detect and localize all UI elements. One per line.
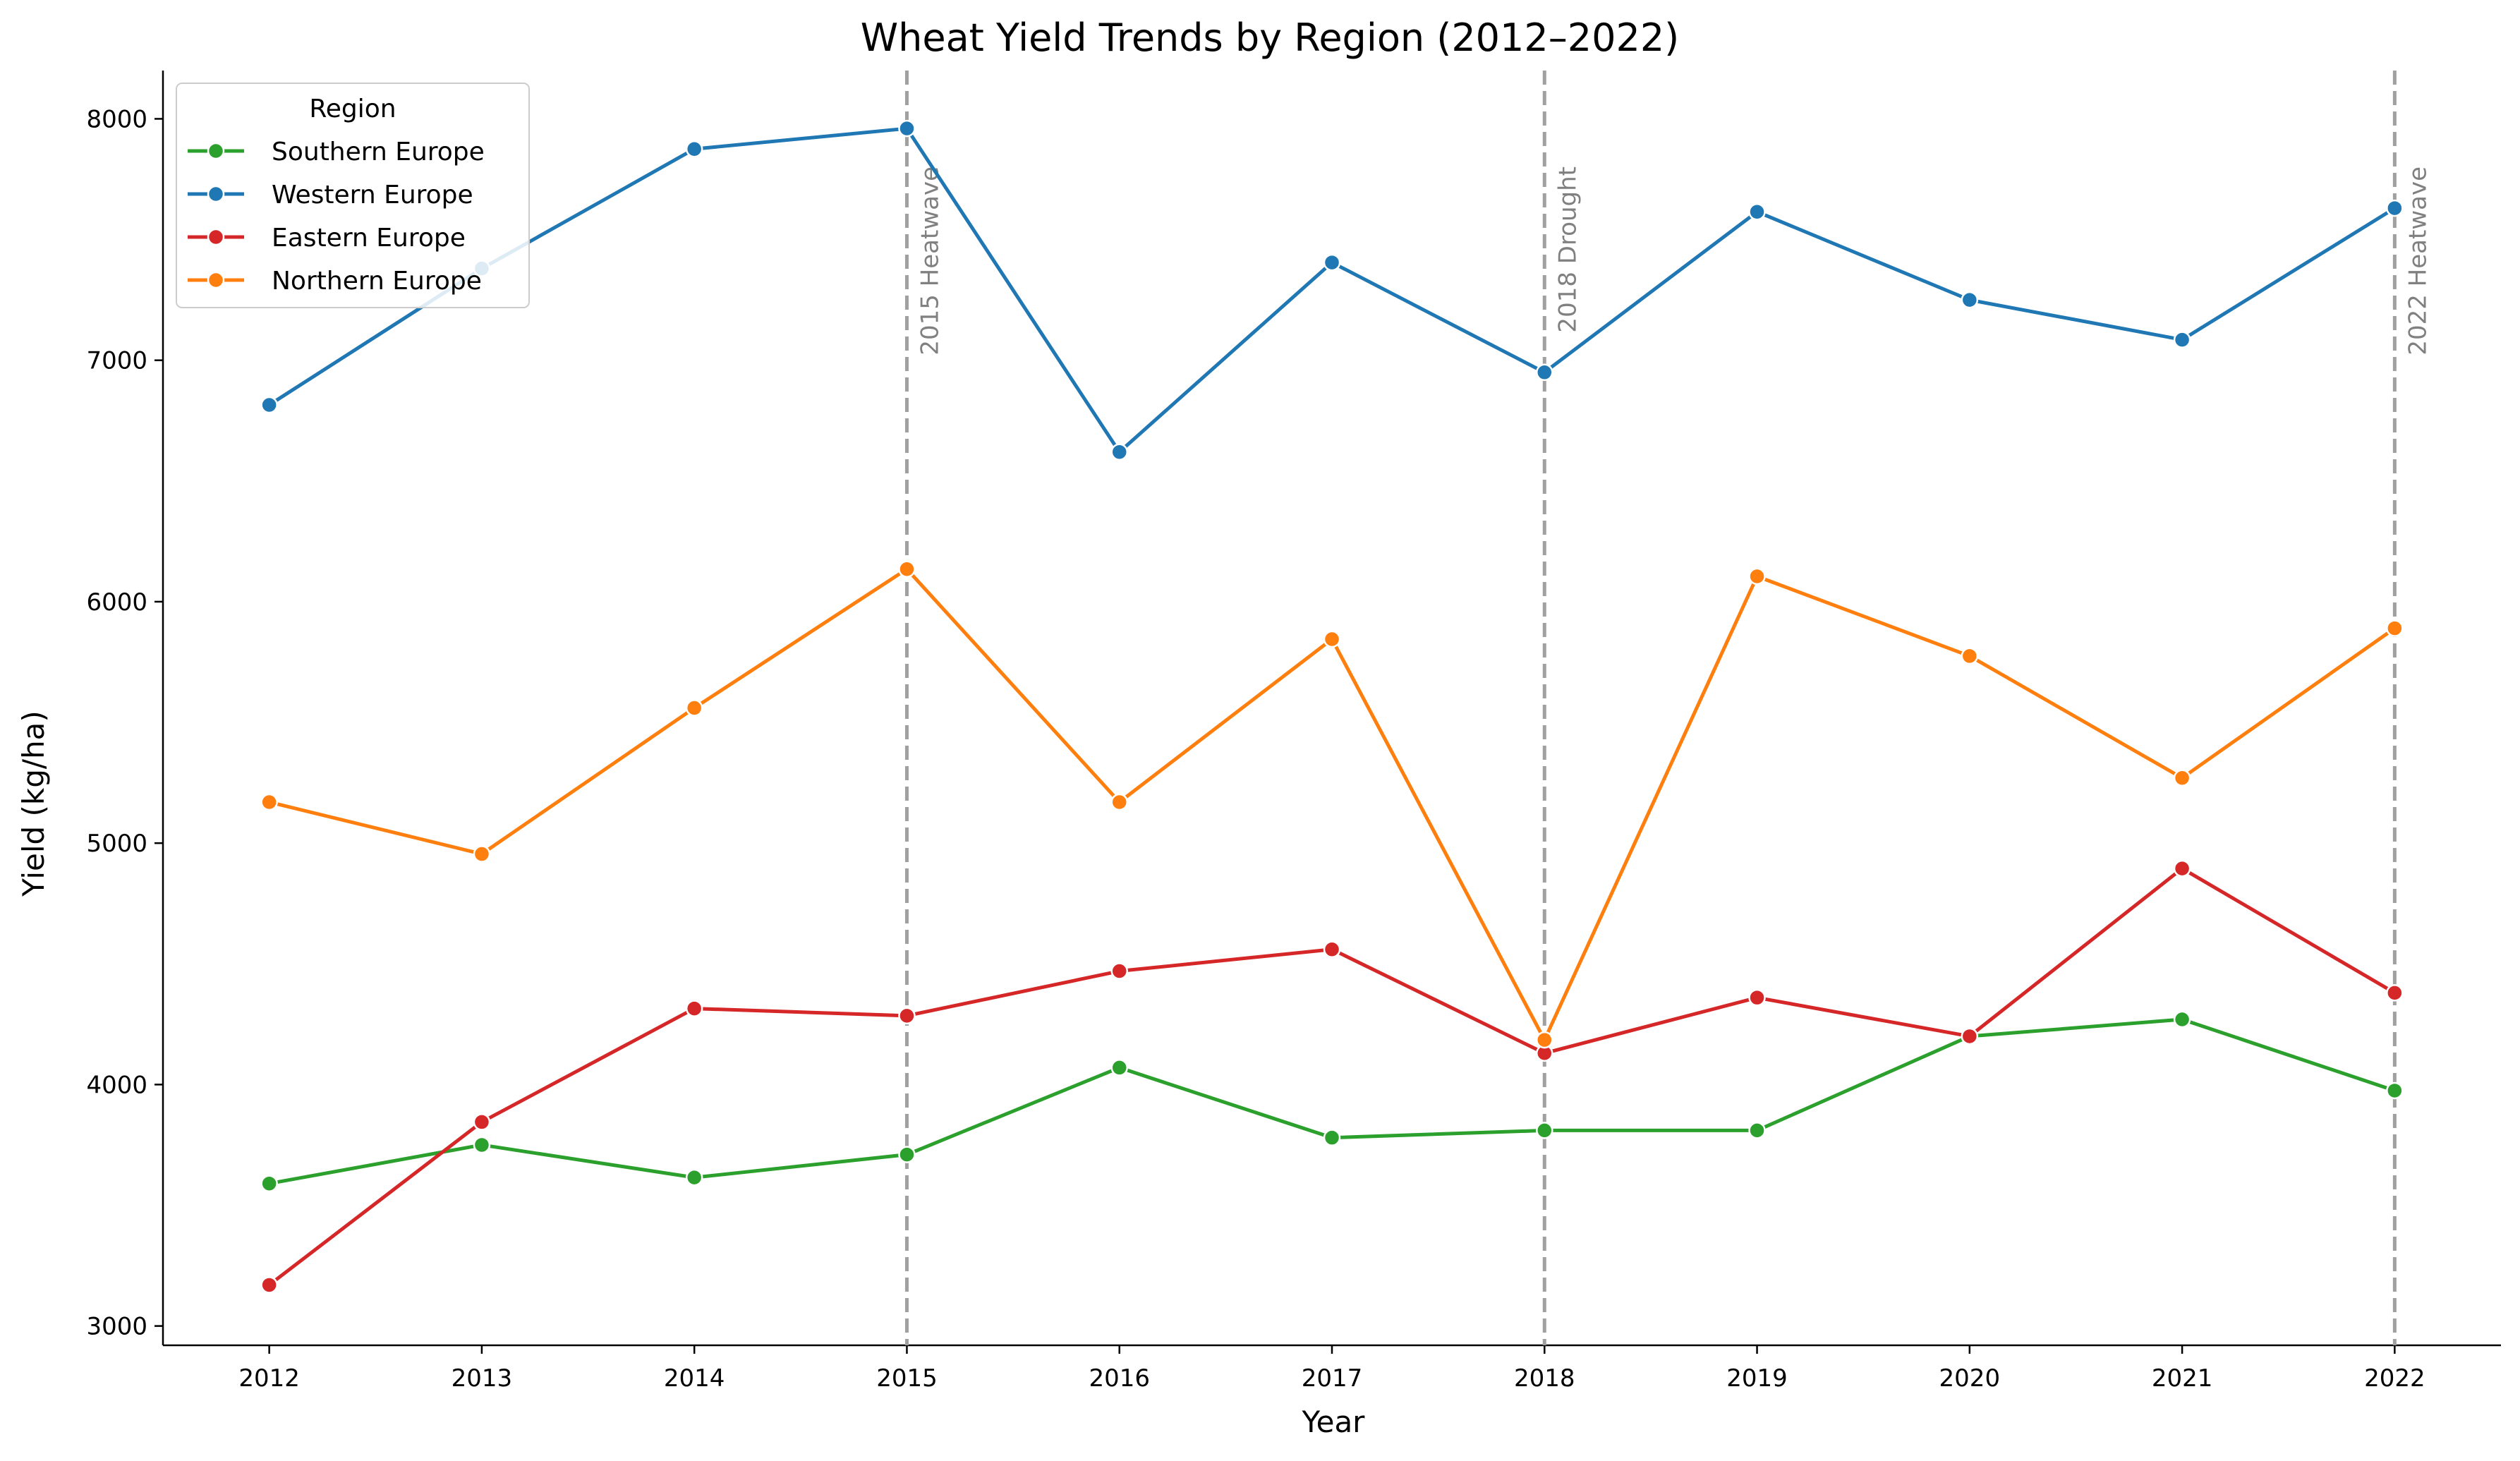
data-point [1536,1122,1553,1139]
data-point [260,1276,278,1294]
y-axis-title: Yield (kg/ha) [16,710,51,897]
data-point [898,1146,916,1163]
series-western-europe [260,119,2404,461]
data-point [1536,363,1553,382]
data-point [2386,984,2404,1002]
data-point [1110,443,1128,461]
legend-entry: Eastern Europe [188,224,466,253]
data-point [898,560,916,578]
series-southern-europe [260,1010,2404,1192]
legend-swatch-marker [207,271,225,289]
series-line [268,866,2396,1287]
series-eastern-europe [260,859,2404,1294]
y-tick-label: 7000 [86,347,147,375]
data-point [2173,769,2191,787]
data-point [1961,647,1979,665]
data-point [685,1000,703,1017]
data-point [1323,1129,1341,1146]
legend-entry: Southern Europe [188,138,485,166]
x-tick-label: 2022 [2364,1364,2425,1393]
x-axis-title: Year [1302,1405,1366,1439]
legend-box [176,83,530,308]
axes: 3000 4000 5000 6000 7000 8000 2012 2013 2014 2015… [86,71,2501,1393]
legend-label: Eastern Europe [272,224,466,253]
legend-title: Region [309,95,396,123]
data-point [1748,988,1766,1007]
x-tick-label: 2017 [1302,1364,1363,1393]
data-point [2173,1010,2191,1029]
data-point [1323,940,1341,958]
x-tick-label: 2016 [1089,1364,1150,1393]
legend-swatch-marker [207,228,225,246]
y-tick-label: 5000 [86,830,147,858]
legend-entry: Northern Europe [188,267,482,296]
data-point [1961,291,1979,309]
data-point [685,140,703,158]
x-tick-label: 2014 [664,1364,725,1393]
data-point [2173,331,2191,348]
legend-entry: Western Europe [188,181,473,210]
event-annotations: 2015 Heatwave 2018 Drought 2022 Heatwave [904,71,2432,1345]
x-tick-label: 2021 [2152,1364,2213,1393]
x-tick-label: 2020 [1939,1364,2001,1393]
legend-label: Western Europe [272,181,473,210]
data-point [1748,202,1766,221]
data-point [1323,253,1341,272]
x-tick-label: 2015 [876,1364,938,1393]
data-point [473,1113,491,1131]
legend: Region Southern Europe Western Europe Easte… [176,83,530,308]
data-point [1748,567,1766,586]
data-point [2173,859,2191,878]
series-line [268,126,2396,454]
data-point [898,119,916,138]
data-point [1748,1122,1766,1139]
y-tick-label: 4000 [86,1071,147,1099]
data-point [1110,962,1128,980]
data-point [1961,1027,1979,1045]
data-point [260,793,278,811]
data-point [260,1175,278,1192]
data-point [1110,793,1128,811]
x-tick-label: 2019 [1726,1364,1788,1393]
legend-label: Southern Europe [272,138,485,166]
data-point [2386,619,2404,637]
event-label: 2018 Drought [1553,166,1582,333]
series-northern-europe [260,560,2404,1049]
data-point [1536,1031,1553,1049]
legend-swatch-marker [207,142,225,160]
event-label: 2022 Heatwave [2404,166,2432,356]
y-tick-label: 8000 [86,105,147,133]
series-layer [260,119,2404,1294]
data-point [685,699,703,717]
data-point [898,1007,916,1025]
data-point [473,845,491,863]
chart-title: Wheat Yield Trends by Region (2012–2022) [861,16,1680,60]
legend-label: Northern Europe [272,267,482,296]
data-point [2386,199,2404,217]
data-point [1110,1059,1128,1077]
data-point [473,1136,491,1154]
data-point [260,396,278,414]
y-tick-label: 3000 [86,1313,147,1341]
data-point [1323,630,1341,648]
data-point [685,1168,703,1187]
x-tick-label: 2018 [1514,1364,1575,1393]
event-label: 2015 Heatwave [916,166,944,356]
legend-swatch-marker [207,185,225,203]
data-point [2386,1081,2404,1100]
x-tick-label: 2013 [452,1364,513,1393]
y-tick-label: 6000 [86,588,147,617]
x-tick-label: 2012 [238,1364,300,1393]
series-line [269,1017,2396,1186]
